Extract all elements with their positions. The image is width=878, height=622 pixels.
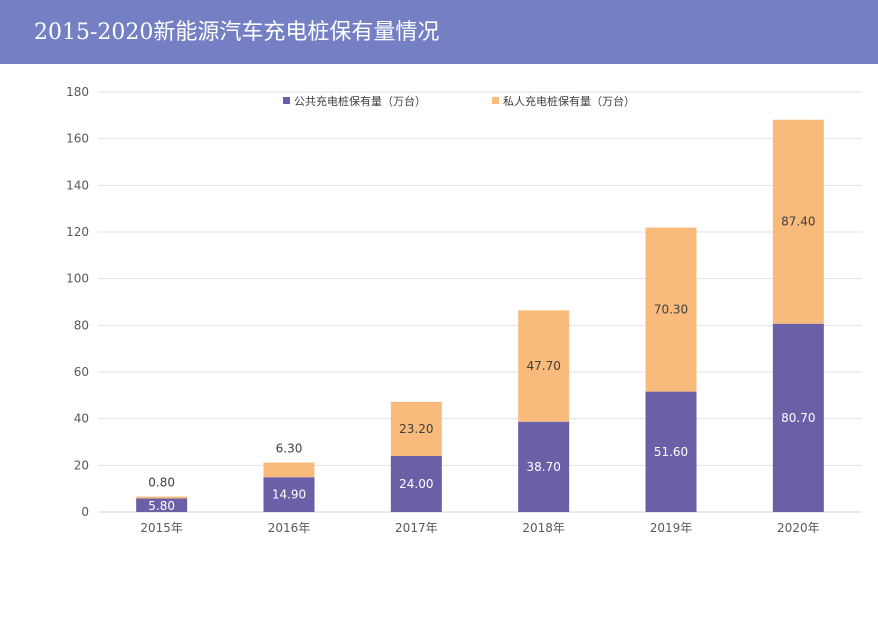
y-tick-label: 0 [81,505,89,519]
data-label-series-0: 14.90 [272,488,306,502]
bar-series-1-5 [772,119,824,324]
bar-series-1-3 [518,310,570,422]
x-tick-label: 2016年 [268,521,311,535]
data-label-series-1: 23.20 [399,422,433,436]
x-tick-label: 2015年 [140,521,183,535]
legend-swatch-0 [283,97,290,104]
y-tick-label: 100 [66,272,89,286]
bar-series-0-5 [772,323,824,512]
legend-swatch-1 [492,97,499,104]
data-label-series-0: 5.80 [148,499,175,513]
data-label-series-0: 80.70 [781,411,815,425]
y-tick-label: 60 [74,365,89,379]
bar-series-1-2 [390,401,442,456]
stacked-bar-chart: 0 20 40 60 80 100 120 140 160 180 2015年 2016年 2017年 2… [66,85,862,535]
page-header: 2015-2020新能源汽车充电桩保有量情况 [0,0,878,64]
x-tick-label: 2018年 [522,521,565,535]
bar-series-0-0 [136,498,188,512]
legend: 公共充电桩保有量（万台） 私人充电桩保有量（万台） [283,94,635,108]
bar-series-0-4 [645,391,697,512]
data-labels: 5.80 14.90 24.00 38.70 51.60 80.70 0.80 6.30 23.… [148,215,815,513]
legend-label-1: 私人充电桩保有量（万台） [503,94,635,108]
data-label-series-0: 24.00 [399,477,433,491]
y-tick-label: 80 [74,318,89,332]
bar-series-0-1 [263,477,315,512]
y-tick-label: 20 [74,458,89,472]
grid-lines [98,91,862,466]
y-tick-label: 140 [66,178,89,192]
x-tick-label: 2019年 [650,521,693,535]
x-tick-label: 2020年 [777,521,820,535]
y-tick-label: 180 [66,85,89,99]
data-label-series-1: 87.40 [781,215,815,229]
bar-series-1-0 [136,496,188,499]
data-label-series-1: 6.30 [276,442,303,456]
y-tick-label: 40 [74,412,89,426]
bar-series-1-4 [645,227,697,392]
bars [136,119,824,512]
bar-series-0-3 [518,421,570,512]
legend-label-0: 公共充电桩保有量（万台） [294,94,426,108]
data-label-series-0: 38.70 [526,460,560,474]
axes: 0 20 40 60 80 100 120 140 160 180 2015年 2016年 2017年 2… [66,85,862,535]
data-label-series-1: 47.70 [526,359,560,373]
data-label-series-0: 51.60 [654,445,688,459]
data-label-series-1: 0.80 [148,476,175,490]
bar-series-0-2 [390,456,442,512]
y-tick-label: 120 [66,225,89,239]
bar-series-1-1 [263,462,315,478]
data-label-series-1: 70.30 [654,303,688,317]
page-title: 2015-2020新能源汽车充电桩保有量情况 [34,20,440,45]
x-tick-label: 2017年 [395,521,438,535]
y-tick-label: 160 [66,132,89,146]
